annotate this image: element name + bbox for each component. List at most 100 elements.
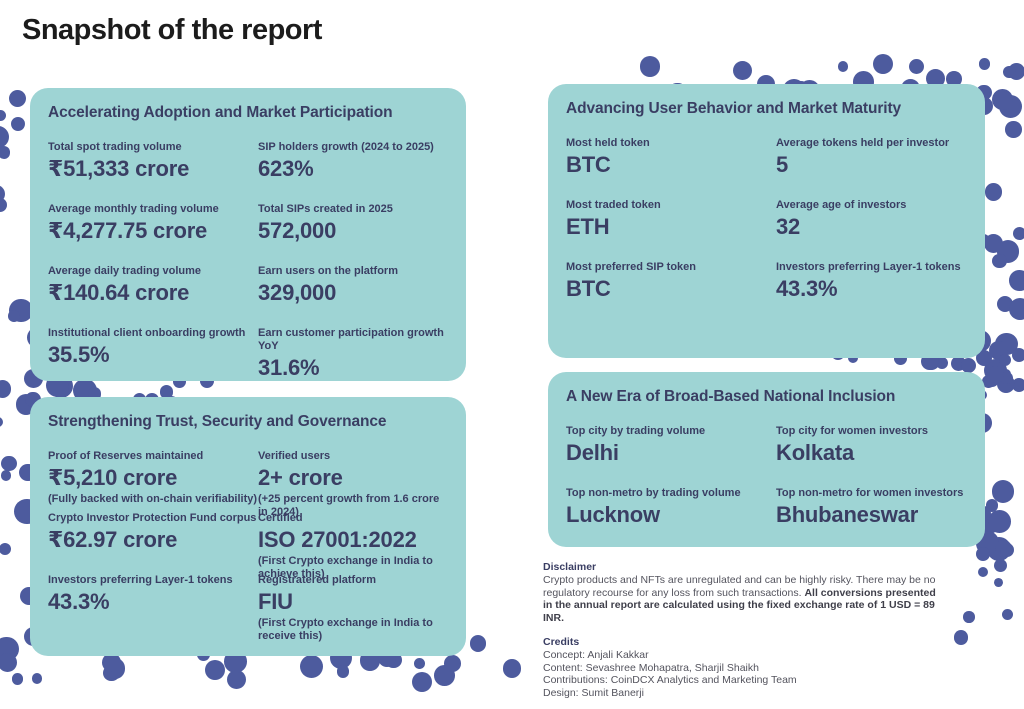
- decorative-dot: [8, 89, 26, 107]
- stat-item: Earn users on the platform 329,000: [258, 265, 448, 327]
- decorative-dot: [976, 349, 993, 367]
- decorative-dot: [994, 559, 1008, 572]
- decorative-dot: [502, 659, 522, 678]
- stat-label: Total SIPs created in 2025: [258, 203, 393, 215]
- decorative-dot: [31, 673, 43, 684]
- stat-item: Certified ISO 27001:2022 (First Crypto exc…: [258, 512, 448, 580]
- stat-item: Total spot trading volume ₹51,333 crore: [48, 141, 258, 203]
- decorative-dot: [946, 71, 962, 88]
- stat-label: Average tokens held per investor: [776, 137, 950, 149]
- credit-line: Concept: Anjali Kakkar: [543, 649, 649, 661]
- decorative-dot: [732, 61, 752, 81]
- decorative-dot: [205, 659, 226, 680]
- stat-item: Total SIPs created in 2025 572,000: [258, 203, 448, 265]
- decorative-dot: [935, 356, 949, 369]
- decorative-dot: [0, 416, 4, 428]
- decorative-dot: [1002, 609, 1014, 621]
- decorative-dot: [975, 547, 990, 561]
- decorative-dot: [1008, 297, 1024, 320]
- stat-note: (First Crypto exchange in India to achie…: [258, 555, 433, 580]
- stat-label: Most held token: [566, 137, 650, 149]
- decorative-dot: [873, 53, 894, 75]
- stat-note: (Fully backed with on-chain verifiabilit…: [48, 493, 258, 505]
- stat-item: Investors preferring Layer-1 tokens 43.3%: [776, 261, 967, 323]
- stats-grid: Proof of Reserves maintained ₹5,210 crore…: [48, 450, 448, 642]
- decorative-dot: [1009, 270, 1024, 291]
- stat-label: Top city by trading volume: [566, 425, 706, 437]
- stat-value: 31.6%: [258, 355, 320, 380]
- card-title: Strengthening Trust, Security and Govern…: [48, 413, 387, 430]
- stat-item: SIP holders growth (2024 to 2025) 623%: [258, 141, 448, 203]
- decorative-dot: [444, 655, 462, 672]
- stat-value: ISO 27001:2022: [258, 527, 417, 552]
- decorative-dot: [227, 669, 247, 690]
- stat-value: Delhi: [566, 440, 619, 465]
- decorative-dot: [102, 653, 121, 673]
- stat-label: Most traded token: [566, 199, 661, 211]
- stat-item: Registratered platform FIU (First Crypto e…: [258, 574, 448, 642]
- decorative-dot: [998, 353, 1011, 366]
- decorative-dot: [412, 671, 433, 692]
- decorative-dot: [469, 635, 487, 652]
- stat-value: Bhubaneswar: [776, 502, 919, 527]
- stat-item: Institutional client onboarding growth 35…: [48, 327, 258, 389]
- stat-value: 35.5%: [48, 342, 110, 367]
- decorative-dot: [300, 654, 324, 678]
- decorative-dot: [0, 470, 11, 481]
- stat-item: Top city for women investors Kolkata: [776, 425, 967, 487]
- decorative-dot: [987, 366, 1004, 383]
- decorative-dot: [639, 56, 661, 78]
- stat-value: ₹4,277.75 crore: [48, 218, 208, 243]
- decorative-dot: [1000, 547, 1010, 557]
- disclaimer-text-bold: All conversions presented in the annual …: [543, 586, 936, 624]
- decorative-dot: [1012, 377, 1024, 392]
- stat-label: Earn customer participation growth YoY: [258, 327, 444, 352]
- stat-note: (+25 percent growth from 1.6 crore in 20…: [258, 493, 440, 518]
- decorative-dot: [983, 233, 1004, 254]
- decorative-dot: [979, 58, 991, 70]
- stat-item: Average daily trading volume ₹140.64 cror…: [48, 265, 258, 327]
- disclaimer-text: Crypto products and NFTs are unregulated…: [543, 574, 943, 624]
- decorative-dot: [0, 145, 11, 159]
- stat-value: Kolkata: [776, 440, 855, 465]
- stat-item: Top city by trading volume Delhi: [566, 425, 776, 487]
- decorative-dot: [8, 310, 20, 322]
- stat-label: Average daily trading volume: [48, 265, 202, 277]
- stat-label: Crypto Investor Protection Fund corpus: [48, 512, 257, 524]
- stat-value: ₹140.64 crore: [48, 280, 190, 305]
- stat-item: Average monthly trading volume ₹4,277.75 …: [48, 203, 258, 265]
- stat-value: ETH: [566, 214, 610, 239]
- decorative-dot: [992, 254, 1007, 269]
- stat-label: Proof of Reserves maintained: [48, 450, 204, 462]
- stat-label: Total spot trading volume: [48, 141, 182, 153]
- decorative-dot: [988, 509, 1011, 533]
- credits-list: Concept: Anjali Kakkar Content: Sevashree…: [543, 649, 943, 699]
- stat-value: BTC: [566, 152, 611, 177]
- stat-label: Registratered platform: [258, 574, 376, 586]
- stat-label: Institutional client onboarding growth: [48, 327, 246, 339]
- stat-label: Top city for women investors: [776, 425, 928, 437]
- stat-label: Top non-metro for women investors: [776, 487, 964, 499]
- decorative-dot: [1012, 227, 1024, 241]
- decorative-dot: [847, 352, 859, 364]
- stat-item: Verified users 2+ crore (+25 percent growt…: [258, 450, 448, 518]
- decorative-dot: [985, 183, 1003, 201]
- credit-line: Content: Sevashree Mohapatra, Sharjil Sh…: [543, 661, 759, 674]
- decorative-dot: [0, 109, 6, 122]
- page-title: Snapshot of the report: [22, 14, 322, 46]
- stat-item: Earn customer participation growth YoY 31…: [258, 327, 448, 389]
- stat-item: Investors preferring Layer-1 tokens 43.3%: [48, 574, 258, 636]
- decorative-dot: [0, 197, 8, 212]
- decorative-dot: [414, 657, 425, 669]
- stat-label: SIP holders growth (2024 to 2025): [258, 141, 434, 153]
- stat-value: ₹62.97 crore: [48, 527, 178, 552]
- decorative-dot: [0, 652, 18, 672]
- stat-item: Average tokens held per investor 5: [776, 137, 967, 199]
- decorative-dot: [963, 611, 975, 623]
- card-user-behavior-market-maturity: Advancing User Behavior and Market Matur…: [548, 84, 985, 358]
- card-national-inclusion: A New Era of Broad-Based National Inclus…: [548, 372, 985, 547]
- card-title: Accelerating Adoption and Market Partici…: [48, 104, 393, 121]
- decorative-dot: [977, 567, 989, 578]
- stat-item: Top non-metro for women investors Bhubane…: [776, 487, 967, 549]
